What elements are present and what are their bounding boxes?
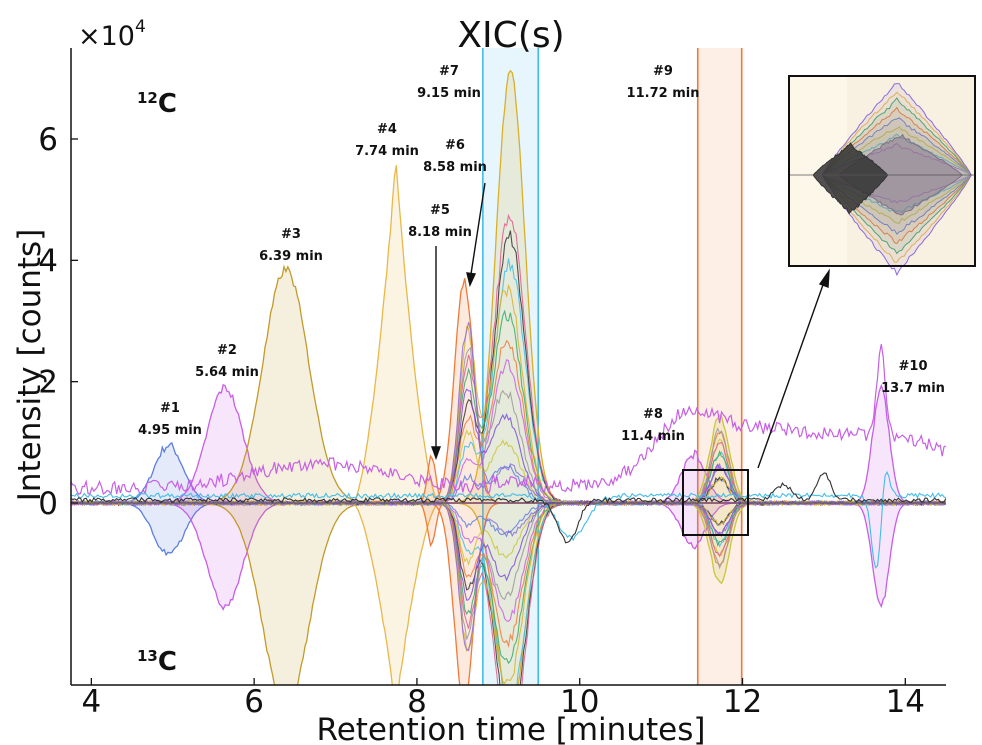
trace-cyan-baseline	[71, 470, 946, 569]
peak-7-id: #7	[439, 64, 459, 79]
peak-9-id: #9	[653, 64, 673, 79]
zoom-inset-frame	[788, 75, 976, 267]
peak-2-time: 5.64 min	[195, 365, 259, 380]
peak-3-id: #3	[281, 227, 301, 242]
arrow-peak-5-head	[431, 446, 441, 461]
annotation-arrows	[431, 182, 830, 469]
peak-7-time: 9.15 min	[417, 86, 481, 101]
isotope-label-13c: 13C	[137, 647, 177, 677]
peak-3-time: 6.39 min	[259, 249, 323, 264]
x-tick-label-6: 6	[244, 684, 264, 720]
peak-envelope-4	[71, 165, 946, 685]
isotope-label-12c: 12C	[137, 89, 177, 119]
peak-1-time: 4.95 min	[138, 423, 202, 438]
peak-9-time: 11.72 min	[627, 86, 700, 101]
y-axis-label: Intensity [counts]	[12, 229, 48, 502]
peak-10-id: #10	[899, 359, 928, 374]
zoom-selection-box	[682, 469, 749, 536]
arrow-peak-6-head	[466, 272, 477, 288]
chart-title: XIC(s)	[457, 15, 564, 56]
plot-area	[71, 48, 946, 685]
x-tick-label-8: 8	[407, 684, 427, 720]
peak-4-time: 7.74 min	[355, 144, 419, 159]
isotope-13c-element: C	[158, 647, 177, 677]
peak-5-time: 8.18 min	[408, 225, 472, 240]
x-tick-label-12: 12	[723, 684, 762, 720]
x-tick-label-14: 14	[886, 684, 925, 720]
arrow-zoom-inset	[757, 281, 825, 469]
x-axis-label: Retention time [minutes]	[317, 712, 706, 745]
peak-10-time: 13.7 min	[881, 381, 945, 396]
isotope-13c-mass: 13	[137, 647, 158, 665]
zoom-inset	[788, 75, 976, 277]
y-multiplier-base: ×10	[78, 21, 135, 52]
trace-dark-baseline	[71, 472, 946, 544]
axes-frame: 4 6 8 10 12 14 0 2 4 6	[38, 48, 946, 720]
peak-5-id: #5	[430, 203, 450, 218]
y-tick-label-0: 0	[38, 486, 58, 522]
zoom-inset-traces	[789, 77, 975, 277]
y-multiplier-exponent: 4	[135, 17, 146, 37]
y-multiplier: ×104	[78, 17, 146, 52]
peak-2-id: #2	[217, 343, 237, 358]
x-tick-label-4: 4	[81, 684, 101, 720]
peak-8-id: #8	[643, 407, 663, 422]
isotope-12c-element: C	[158, 89, 177, 119]
x-tick-label-10: 10	[560, 684, 599, 720]
peak-6-time: 8.58 min	[423, 160, 487, 175]
peak-1-id: #1	[160, 401, 180, 416]
peak-8-time: 11.4 min	[621, 429, 685, 444]
isotope-12c-mass: 12	[137, 89, 158, 107]
y-tick-label-6: 6	[38, 122, 58, 158]
trace-magenta-baseline	[71, 344, 946, 496]
peak-6-id: #6	[445, 138, 465, 153]
saturated-band-2	[696, 48, 743, 685]
arrow-zoom-inset-head	[818, 268, 830, 288]
peak-4-id: #4	[377, 122, 397, 137]
y-tick-label-4: 4	[38, 243, 58, 279]
y-tick-label-2: 2	[38, 365, 58, 401]
arrow-peak-6	[470, 182, 486, 275]
